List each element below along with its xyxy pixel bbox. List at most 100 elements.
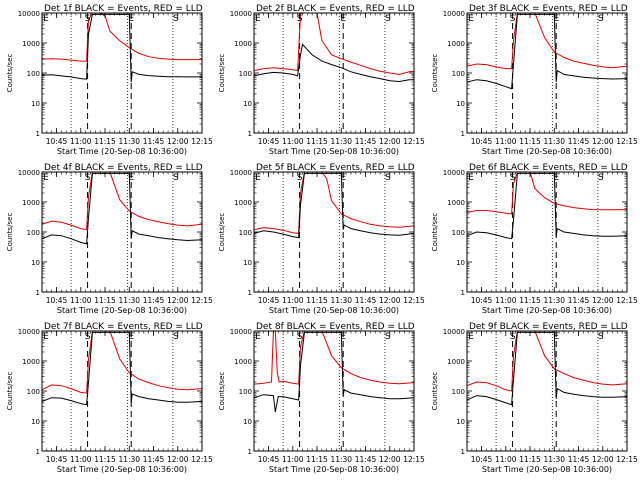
x-tick-label: 11:15 [306,296,328,305]
x-tick-label: 12:00 [592,455,614,464]
y-tick-label: 10000 [230,169,252,177]
time-marker-label: E [468,332,474,342]
detector-panel: Det 3f BLACK = Events, RED = LLD Counts/s… [431,4,638,156]
time-marker-label: S [297,14,303,24]
x-tick-label: 11:45 [568,137,590,146]
plot-frame [253,330,415,452]
x-axis-label: Start Time (20-Sep-08 10:36:00) [482,465,612,474]
panel-title: Det 8f BLACK = Events, RED = LLD [256,322,415,332]
time-marker-label: S [173,332,179,342]
series-line [42,331,202,394]
x-tick-label: 11:15 [306,137,328,146]
time-marker-label: E [340,173,346,183]
x-tick-label: 11:15 [519,455,541,464]
time-marker-label: S [598,173,604,183]
detector-panel: Det 1f BLACK = Events, RED = LLD Counts/s… [6,4,213,156]
y-tick-label: 1000 [447,358,465,366]
time-marker-label: E [553,332,559,342]
x-tick-label: 11:45 [355,137,377,146]
time-marker-label: E [468,14,474,24]
x-tick-label: 10:45 [258,455,280,464]
series-line [467,331,627,406]
x-tick-label: 12:15 [403,137,425,146]
y-tick-label: 10000 [443,328,465,336]
time-marker-label: S [85,14,91,24]
y-axis-label: Counts/sec [431,372,439,411]
panel-title: Det 9f BLACK = Events, RED = LLD [469,322,628,332]
x-tick-label: 11:00 [282,137,304,146]
series-line [42,172,202,245]
y-tick-label: 100 [239,70,252,78]
y-axis-label: Counts/sec [218,372,226,411]
panel-title: Det 5f BLACK = Events, RED = LLD [256,163,415,173]
x-tick-label: 12:15 [616,455,638,464]
time-marker-label: S [173,173,179,183]
x-tick-label: 12:00 [379,455,401,464]
detector-panel: Det 4f BLACK = Events, RED = LLD Counts/s… [6,163,213,315]
time-marker-label: S [85,173,91,183]
series-line [42,172,202,231]
y-tick-label: 1000 [234,199,252,207]
series-group [467,13,627,90]
x-tick-label: 10:45 [471,455,493,464]
y-tick-label: 100 [27,229,40,237]
time-marker-label: S [297,332,303,342]
x-tick-label: 11:00 [282,455,304,464]
plot-frame [41,171,203,293]
y-tick-label: 100 [452,229,465,237]
time-marker-label: S [510,332,516,342]
y-tick-label: 10 [243,259,252,267]
time-marker-label: E [43,173,49,183]
detector-panel: Det 2f BLACK = Events, RED = LLD Counts/s… [218,4,425,156]
series-line [42,331,202,406]
series-line [42,13,202,62]
x-tick-label: 11:00 [70,455,92,464]
time-marker-label: E [128,14,134,24]
plot-frame [41,12,203,134]
time-marker-label: S [85,332,91,342]
detector-panel: Det 7f BLACK = Events, RED = LLD Counts/s… [6,322,213,474]
x-tick-label: 10:45 [46,137,68,146]
panel-title: Det 3f BLACK = Events, RED = LLD [469,4,628,14]
y-tick-label: 10000 [18,328,40,336]
series-group [254,13,414,83]
series-group [254,331,414,413]
time-marker-label: E [255,14,261,24]
time-marker-label: E [128,332,134,342]
time-marker-label: E [128,173,134,183]
y-tick-label: 10 [31,259,40,267]
y-tick-label: 10000 [230,10,252,18]
x-tick-label: 12:15 [403,455,425,464]
y-tick-label: 1000 [22,199,40,207]
y-tick-label: 1 [461,448,465,456]
y-tick-label: 1000 [447,199,465,207]
series-line [467,331,627,392]
x-tick-label: 11:00 [70,137,92,146]
x-axis-label: Start Time (20-Sep-08 10:36:00) [269,147,399,156]
y-tick-label: 100 [27,388,40,396]
x-tick-label: 11:15 [519,296,541,305]
y-tick-label: 10 [31,100,40,108]
x-tick-label: 10:45 [46,296,68,305]
x-tick-label: 11:30 [118,137,140,146]
series-line [254,172,414,234]
y-axis-label: Counts/sec [6,54,14,93]
time-marker-label: E [43,332,49,342]
y-tick-label: 10000 [230,328,252,336]
time-marker-label: S [173,14,179,24]
x-tick-label: 11:45 [143,455,165,464]
x-tick-label: 10:45 [471,137,493,146]
x-tick-label: 12:15 [191,296,213,305]
panel-title: Det 4f BLACK = Events, RED = LLD [44,163,203,173]
x-axis-label: Start Time (20-Sep-08 10:36:00) [57,147,187,156]
x-tick-label: 12:00 [167,296,189,305]
time-marker-label: S [510,173,516,183]
y-tick-label: 1000 [234,40,252,48]
y-tick-label: 1 [248,130,252,138]
plot-frame [253,171,415,293]
y-tick-label: 10 [456,100,465,108]
y-axis-label: Counts/sec [431,213,439,252]
y-axis-label: Counts/sec [6,372,14,411]
panel-title: Det 6f BLACK = Events, RED = LLD [469,163,628,173]
